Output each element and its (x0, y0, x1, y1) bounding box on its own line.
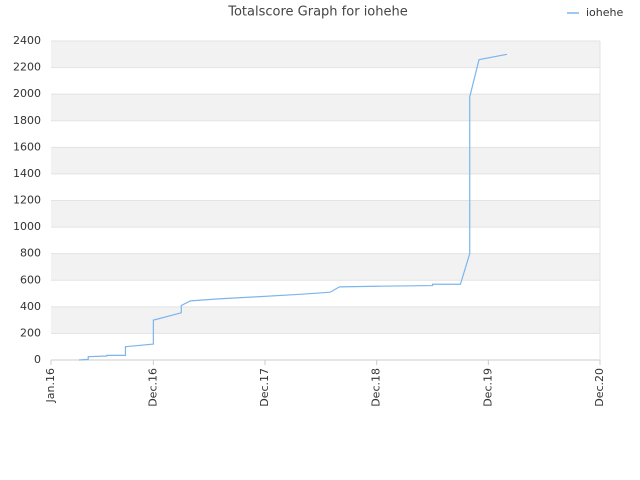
y-tick-label: 200 (20, 326, 41, 339)
grid-band (51, 94, 600, 121)
y-tick-label: 2400 (13, 34, 41, 47)
x-tick-label: Jan.16 (44, 368, 57, 403)
series-line (78, 53, 508, 361)
y-tick-label: 0 (34, 353, 41, 366)
y-tick-label: 2000 (13, 87, 41, 100)
y-tick-label: 1800 (13, 114, 41, 127)
x-tick-label: Dec.16 (146, 368, 159, 407)
chart-title: Totalscore Graph for iohehe (227, 5, 407, 20)
y-tick-label: 1200 (13, 194, 41, 207)
grid-band (51, 147, 600, 174)
x-tick-label: Dec.18 (370, 368, 383, 407)
y-tick-label: 2200 (13, 61, 41, 74)
y-tick-label: 400 (20, 300, 41, 313)
y-tick-label: 1000 (13, 220, 41, 233)
x-tick-label: Dec.20 (593, 368, 606, 407)
y-tick-label: 1600 (13, 140, 41, 153)
x-tick-label: Dec.17 (258, 368, 271, 407)
grid-band (51, 306, 600, 334)
y-tick-label: 800 (20, 247, 41, 260)
legend-label: iohehe (586, 6, 623, 19)
y-tick-label: 600 (20, 273, 41, 286)
grid-band (51, 200, 600, 228)
grid-band (51, 253, 600, 281)
grid-band (51, 41, 600, 68)
y-tick-label: 1400 (13, 167, 41, 180)
x-tick-label: Dec.19 (481, 368, 494, 407)
